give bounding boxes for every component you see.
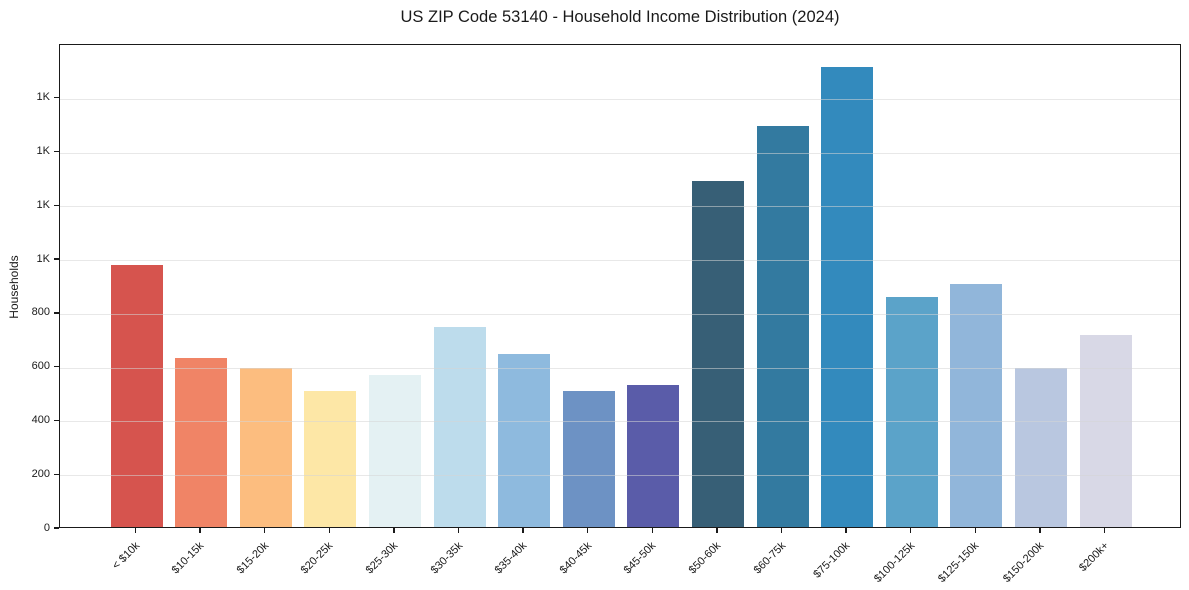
bar-$30-35k bbox=[433, 326, 486, 527]
y-tick-label: 1K bbox=[36, 252, 50, 265]
x-tick-mark bbox=[910, 528, 912, 533]
bar-< $10k bbox=[110, 264, 163, 527]
y-tick-label: 600 bbox=[31, 360, 50, 373]
bar-$75-100k bbox=[821, 67, 874, 527]
x-tick-label: $75-100k bbox=[811, 539, 853, 581]
y-tick-mark bbox=[54, 258, 59, 260]
y-tick-label: 0 bbox=[43, 521, 50, 534]
x-tick-mark bbox=[328, 528, 330, 533]
bar-$25-30k bbox=[368, 375, 421, 527]
x-tick-mark bbox=[780, 528, 783, 533]
x-tick-mark bbox=[651, 528, 653, 533]
x-tick-mark bbox=[1103, 528, 1106, 533]
x-tick-mark bbox=[393, 528, 395, 533]
x-tick-label: $150-200k bbox=[1000, 539, 1047, 586]
gridline bbox=[60, 475, 1180, 477]
y-tick-label: 800 bbox=[31, 306, 50, 319]
y-tick-mark bbox=[54, 150, 59, 153]
y-tick-label: 200 bbox=[31, 467, 50, 480]
bar-$100-125k bbox=[885, 297, 938, 527]
bar-$45-50k bbox=[627, 385, 680, 527]
y-tick-label: 1K bbox=[36, 145, 50, 158]
y-tick-label: 1K bbox=[36, 91, 50, 104]
x-tick-label: $25-30k bbox=[363, 539, 401, 577]
x-tick-label: < $10k bbox=[109, 539, 142, 572]
x-tick-label: $35-40k bbox=[492, 539, 530, 577]
gridline bbox=[60, 152, 1180, 154]
bar-$50-60k bbox=[691, 181, 744, 527]
y-tick-mark bbox=[54, 204, 59, 207]
gridline bbox=[60, 313, 1180, 315]
y-tick-label: 1K bbox=[36, 198, 50, 211]
bar-$40-45k bbox=[562, 391, 615, 527]
x-tick-mark bbox=[134, 528, 137, 533]
bar-$150-200k bbox=[1014, 368, 1067, 527]
y-tick-mark bbox=[54, 527, 59, 529]
x-tick-label: $50-60k bbox=[686, 539, 724, 577]
y-tick-mark bbox=[54, 312, 59, 314]
y-tick-label: 400 bbox=[31, 413, 50, 426]
bar-$20-25k bbox=[304, 391, 357, 527]
x-tick-mark bbox=[716, 528, 718, 533]
bar-$60-75k bbox=[756, 126, 809, 527]
y-tick-mark bbox=[54, 97, 59, 99]
x-tick-mark bbox=[264, 528, 266, 533]
x-tick-label: $60-75k bbox=[751, 539, 788, 577]
x-tick-label: $200k+ bbox=[1076, 539, 1111, 574]
x-tick-mark bbox=[845, 528, 847, 533]
x-tick-mark bbox=[1039, 528, 1041, 533]
x-tick-mark bbox=[522, 528, 524, 533]
gridline bbox=[60, 260, 1180, 262]
bar-$35-40k bbox=[498, 353, 551, 527]
x-tick-mark bbox=[457, 528, 460, 533]
x-tick-label: $30-35k bbox=[428, 539, 465, 577]
bar-$10-15k bbox=[175, 357, 228, 527]
bar-$125-150k bbox=[950, 283, 1003, 527]
x-tick-label: $10-15k bbox=[169, 539, 207, 577]
x-tick-mark bbox=[974, 528, 976, 533]
x-tick-label: $45-50k bbox=[621, 539, 659, 577]
gridline bbox=[60, 98, 1180, 100]
gridline bbox=[60, 206, 1180, 208]
x-tick-label: $125-150k bbox=[936, 539, 982, 586]
y-tick-mark bbox=[54, 473, 59, 475]
x-tick-label: $20-25k bbox=[298, 539, 336, 577]
x-tick-label: $40-45k bbox=[557, 539, 594, 577]
x-tick-mark bbox=[587, 528, 589, 533]
y-tick-mark bbox=[54, 365, 59, 368]
gridline bbox=[60, 367, 1180, 369]
y-tick-mark bbox=[54, 419, 59, 422]
plot-area bbox=[59, 44, 1181, 528]
chart-title: US ZIP Code 53140 - Household Income Dis… bbox=[400, 8, 840, 26]
x-tick-mark bbox=[199, 528, 201, 533]
bar-$200k+ bbox=[1079, 335, 1132, 527]
x-tick-label: $15-20k bbox=[234, 539, 271, 577]
x-tick-label: $100-125k bbox=[871, 539, 917, 586]
bar-$15-20k bbox=[239, 367, 292, 527]
gridline bbox=[60, 421, 1180, 423]
